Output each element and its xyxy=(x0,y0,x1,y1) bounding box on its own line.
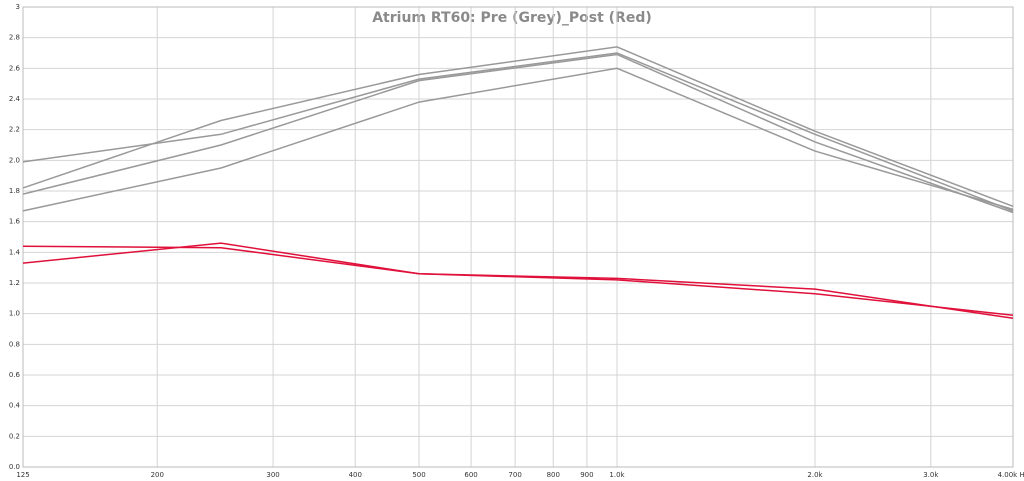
plot-border xyxy=(22,6,1014,468)
line-series xyxy=(22,52,1014,212)
y-tick-label: 1.8 xyxy=(9,187,20,195)
y-tick-label: 0.6 xyxy=(9,371,21,379)
x-tick-label: 700 xyxy=(508,471,521,479)
y-tick-label: 0.4 xyxy=(9,402,21,410)
y-tick-label: 2.4 xyxy=(9,95,21,103)
x-tick-label: 125 xyxy=(16,471,29,479)
line-series xyxy=(22,53,1014,214)
chart-title: Atrium RT60: Pre (Grey)_Post (Red) xyxy=(372,10,652,26)
x-tick-label: 3.0k xyxy=(923,471,939,479)
y-tick-label: 1.6 xyxy=(9,218,21,226)
y-tick-label: 2.2 xyxy=(9,126,20,134)
x-tick-label: 800 xyxy=(547,471,560,479)
y-tick-label: 0.0 xyxy=(9,463,20,471)
line-series xyxy=(22,242,1014,320)
x-tick-label: 600 xyxy=(464,471,477,479)
x-tick-label: 300 xyxy=(266,471,279,479)
x-tick-label: 500 xyxy=(412,471,425,479)
x-tick-label: 2.0k xyxy=(807,471,823,479)
y-tick-label: 2.0 xyxy=(9,156,20,164)
x-tick-label: 1.0k xyxy=(609,471,625,479)
y-tick-label: 2.6 xyxy=(9,64,21,72)
x-tick-label: 200 xyxy=(151,471,164,479)
y-tick-label: 2.8 xyxy=(9,34,20,42)
y-tick-label: 3 xyxy=(16,3,20,11)
y-tick-label: 1.0 xyxy=(9,310,20,318)
line-series xyxy=(22,245,1014,316)
x-tick-label: 900 xyxy=(580,471,593,479)
x-tick-label: 4.00k Hz xyxy=(998,471,1024,479)
line-series xyxy=(22,67,1014,212)
x-tick-label: 400 xyxy=(349,471,362,479)
y-tick-label: 1.2 xyxy=(9,279,20,287)
y-tick-label: 0.2 xyxy=(9,432,20,440)
y-tick-label: 0.8 xyxy=(9,340,20,348)
line-series xyxy=(22,46,1014,208)
y-tick-label: 1.4 xyxy=(9,248,21,256)
